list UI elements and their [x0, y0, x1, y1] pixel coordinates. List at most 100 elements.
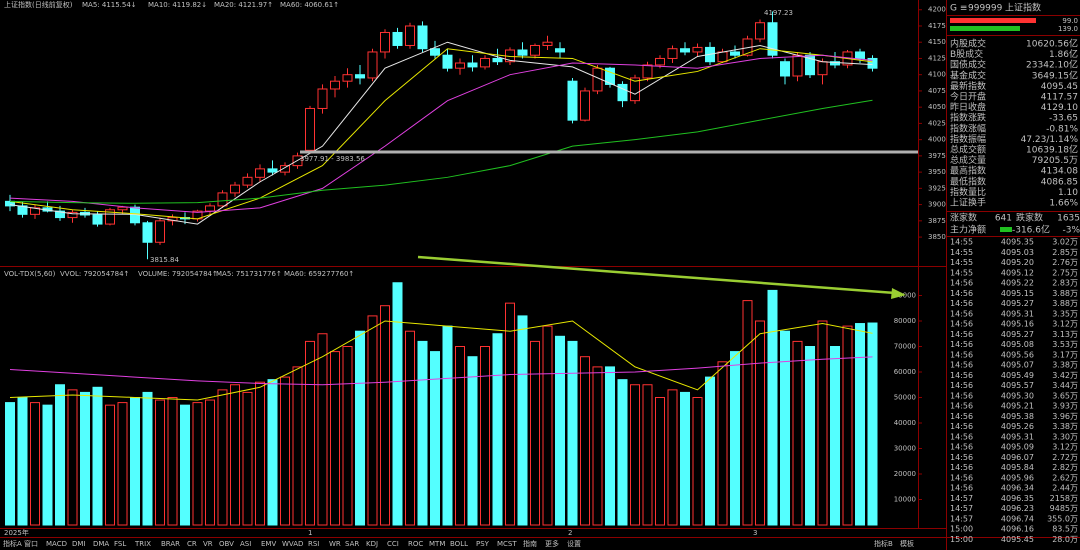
quote-value: 79205.5万	[1032, 156, 1078, 166]
candle-body	[730, 51, 740, 56]
tab[interactable]: TRIX	[134, 540, 151, 548]
ma-line	[9, 48, 873, 220]
volume-bar	[630, 384, 640, 526]
tick-time: 14:55	[950, 248, 973, 257]
tick-price: 4096.35	[1001, 494, 1034, 503]
volume-bar	[830, 346, 840, 526]
y-tick-label: 3925	[928, 184, 946, 192]
tick-volume: 3.65万	[1052, 391, 1078, 400]
tick-volume: 3.53万	[1052, 340, 1078, 349]
candle-body	[405, 25, 415, 46]
tab[interactable]: BOLL	[450, 540, 468, 548]
tab[interactable]: PSY	[476, 540, 490, 548]
tick-price: 4096.23	[1001, 504, 1034, 513]
volume-bar	[155, 399, 165, 526]
tab[interactable]: DMA	[93, 540, 109, 548]
tick-time: 14:56	[950, 350, 973, 359]
tab[interactable]: KDJ	[366, 540, 378, 548]
tick-volume: 2158万	[1050, 494, 1078, 503]
candle-body	[355, 74, 365, 79]
tick-volume: 3.88万	[1052, 289, 1078, 298]
volume-bar	[417, 340, 428, 526]
y-tick-label: 50000	[894, 394, 916, 402]
candle-body	[105, 209, 115, 225]
breadth-label: 跌家数	[1016, 212, 1043, 224]
tab[interactable]: BRAR	[161, 540, 180, 548]
volume-bar	[742, 300, 753, 526]
tab[interactable]: 指南	[523, 539, 537, 548]
flow-bar	[1000, 227, 1012, 232]
trend-arrow	[417, 255, 896, 295]
x-label: 2025年	[4, 528, 29, 537]
volume-bar	[430, 351, 440, 526]
tick-time: 14:55	[950, 238, 973, 247]
tick-price: 4095.15	[1001, 289, 1034, 298]
volume-bar	[842, 325, 853, 526]
breadth-value: 641	[995, 214, 1012, 224]
tick-price: 4095.12	[1001, 268, 1034, 277]
tick-time: 14:56	[950, 391, 973, 400]
tick-price: 4095.49	[1001, 371, 1034, 380]
volume-bar	[192, 402, 203, 526]
sell-bar	[950, 26, 1020, 31]
y-tick-label: 3850	[928, 233, 946, 241]
tab[interactable]: WR	[329, 540, 341, 548]
tick-volume: 2.44万	[1052, 484, 1078, 493]
tab[interactable]: ROC	[408, 540, 423, 548]
tick-price: 4095.20	[1001, 258, 1034, 267]
candle-body	[155, 220, 165, 243]
tab[interactable]: ASI	[240, 540, 251, 548]
tab[interactable]: WVAD	[282, 540, 303, 548]
y-tick-label: 4125	[928, 54, 946, 62]
y-tick-label: 4175	[928, 22, 946, 30]
tab[interactable]: MTM	[429, 540, 445, 548]
legend-entry: VVOL: 792054784↑	[60, 270, 129, 278]
volume-bar	[530, 340, 540, 526]
tab[interactable]: OBV	[219, 540, 234, 548]
tick-volume: 3.12万	[1052, 443, 1078, 452]
tab[interactable]: 更多	[545, 539, 559, 548]
tick-volume: 3.38万	[1052, 422, 1078, 431]
quote-label: 昨日收盘	[950, 101, 986, 113]
tick-price: 4095.35	[1001, 238, 1034, 247]
volume-bar	[592, 366, 603, 526]
quote-value: 10639.18亿	[1026, 144, 1078, 156]
y-tick-label: 4200	[928, 6, 946, 14]
tab[interactable]: MACD	[46, 540, 67, 548]
tick-time: 14:56	[950, 412, 973, 421]
candle-body	[467, 62, 478, 68]
breadth-value: 1635	[1057, 214, 1080, 224]
tab[interactable]: 模板	[900, 539, 914, 548]
tab[interactable]: 指标B	[874, 539, 893, 548]
tab[interactable]: 指标A	[3, 539, 22, 548]
volume-bar	[555, 335, 565, 526]
tab[interactable]: EMV	[261, 540, 276, 548]
arrow-head	[891, 288, 906, 299]
tick-volume: 2.72万	[1052, 453, 1078, 462]
candle-body	[555, 48, 565, 53]
legend-entry: MA60: 4060.61↑	[280, 1, 339, 9]
tab[interactable]: 窗口	[24, 539, 38, 548]
y-tick-label: 4025	[928, 119, 946, 127]
quote-label: 今日开盘	[950, 91, 986, 103]
tab[interactable]: CR	[187, 540, 197, 548]
legend-entry: MA10: 4119.82↓	[148, 1, 207, 9]
quote-value: 1.86亿	[1049, 48, 1078, 60]
buy-value: 99.0	[1062, 17, 1078, 25]
tab[interactable]: RSI	[308, 540, 319, 548]
tab[interactable]: VR	[203, 540, 213, 548]
tab-bar: 指标A 窗口 MACD DMI DMA FSL TRIX BRAR CR VR OBV ASI EMV W…	[3, 539, 914, 548]
volume-bar	[105, 404, 115, 526]
tick-volume: 3.42万	[1052, 371, 1078, 380]
tab[interactable]: MCST	[497, 540, 517, 548]
tab[interactable]: DMI	[72, 540, 86, 548]
tab[interactable]: CCI	[387, 540, 399, 548]
y-tick-label: 3900	[928, 201, 946, 209]
tab[interactable]: 设置	[567, 539, 581, 548]
tab[interactable]: FSL	[114, 540, 126, 548]
volume-bar	[130, 397, 140, 526]
tab[interactable]: SAR	[345, 540, 359, 548]
volume-bar	[92, 386, 103, 526]
high-label: 4197.23	[764, 9, 793, 17]
